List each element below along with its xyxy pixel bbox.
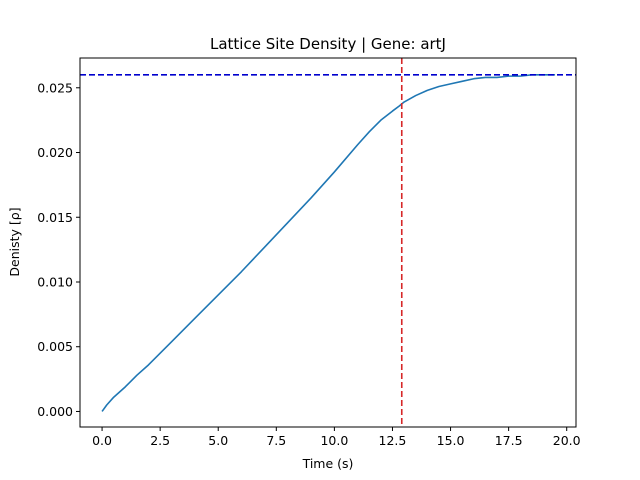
x-tick-label: 10.0 — [320, 433, 348, 448]
x-tick-label: 15.0 — [437, 433, 465, 448]
axes-frame — [79, 57, 577, 428]
chart-title: Lattice Site Density | Gene: artJ — [210, 35, 446, 53]
x-tick-label: 12.5 — [379, 433, 407, 448]
y-tick-label: 0.010 — [37, 274, 73, 289]
y-axis-label: Denisty [ρ] — [7, 207, 22, 276]
x-tick-label: 7.5 — [266, 433, 286, 448]
x-tick-label: 5.0 — [208, 433, 228, 448]
y-tick-label: 0.025 — [37, 80, 73, 95]
x-tick-label: 20.0 — [553, 433, 581, 448]
x-tick-label: 2.5 — [150, 433, 170, 448]
y-tick-label: 0.015 — [37, 210, 73, 225]
y-tick-label: 0.005 — [37, 339, 73, 354]
series-line-0 — [101, 74, 556, 412]
y-tick-label: 0.000 — [37, 404, 73, 419]
x-axis-label: Time (s) — [302, 456, 354, 471]
x-tick-label: 0.0 — [92, 433, 112, 448]
x-tick-label: 17.5 — [495, 433, 523, 448]
y-tick-label: 0.020 — [37, 145, 73, 160]
